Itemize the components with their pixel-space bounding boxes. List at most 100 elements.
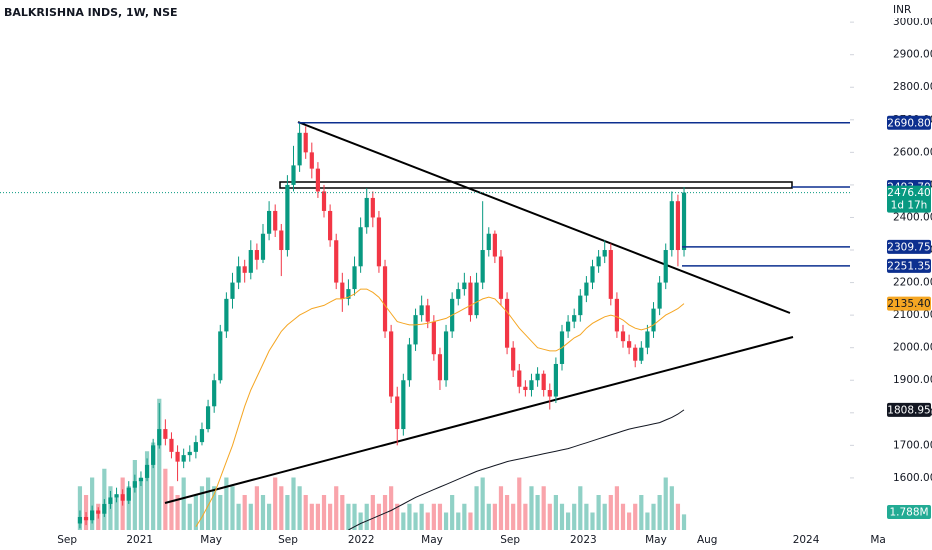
candle-body: [163, 429, 168, 439]
y-tick-label: 2000.00: [893, 342, 932, 354]
ma-label-bg: [887, 296, 931, 311]
volume-bar: [297, 486, 302, 530]
candle-body: [376, 217, 382, 267]
candle-body: [620, 331, 626, 342]
y-tick-label: 2100.00: [893, 309, 932, 321]
candle-body: [663, 250, 668, 283]
volume-bar: [254, 486, 259, 530]
volume-bar: [352, 503, 357, 530]
volume-bar: [407, 503, 412, 530]
volume-bar: [578, 486, 583, 530]
volume-bar: [590, 512, 595, 530]
candle-body: [90, 510, 95, 521]
candle-body: [187, 451, 192, 456]
candle-body: [578, 295, 583, 316]
level-label: 2690.80: [887, 117, 930, 129]
candle-body: [517, 370, 522, 387]
candle-body: [279, 230, 284, 251]
candle-body: [547, 390, 552, 397]
volume-bar: [639, 495, 644, 530]
candle-body: [321, 191, 327, 211]
volume-bar: [608, 495, 613, 530]
volume-bar: [651, 503, 656, 530]
y-tick-label: 1900.00: [893, 374, 932, 386]
volume-bar: [370, 495, 375, 530]
volume-bar: [657, 495, 662, 530]
candle-body: [572, 315, 577, 322]
candle-body: [266, 210, 272, 234]
y-tick-label: 2600.00: [893, 146, 932, 158]
candle-body: [669, 201, 674, 251]
volume-bar: [144, 451, 150, 530]
candle-body: [309, 152, 314, 169]
candle-body: [541, 373, 546, 391]
candle-body: [212, 380, 217, 407]
volume-bar: [669, 486, 674, 530]
candle-body: [511, 347, 516, 371]
volume-bar: [328, 503, 333, 530]
volume-bar: [529, 486, 534, 530]
ma-label-bg: [887, 402, 931, 417]
volume-bar: [157, 398, 162, 530]
candle-body: [425, 305, 430, 322]
volume-bar: [401, 512, 406, 530]
candle-body: [151, 445, 156, 465]
volume-bar: [395, 503, 400, 530]
candle-body: [602, 250, 607, 257]
candle-body: [260, 233, 266, 260]
level-label-bg: [887, 258, 931, 273]
candle-body: [565, 321, 571, 332]
y-tick-label: 1600.00: [893, 472, 932, 484]
volume-bar: [230, 486, 235, 530]
candle-body: [413, 315, 418, 345]
candle-body: [334, 240, 339, 283]
y-tick-label: 2400.00: [893, 211, 932, 223]
candle-body: [218, 331, 223, 381]
volume-bar: [474, 486, 479, 530]
volume-bar: [248, 503, 253, 530]
volume-bar: [627, 512, 632, 530]
trendline: [164, 336, 794, 504]
chart-title: BALKRISHNA INDS, 1W, NSE: [4, 6, 178, 19]
x-tick-label: 2024: [793, 534, 820, 546]
candle-body: [303, 132, 308, 153]
volume-bar: [492, 503, 497, 530]
volume-bar: [596, 495, 601, 530]
volume-bar: [572, 503, 577, 530]
volume-label-bg: [887, 505, 931, 519]
candle-body: [169, 438, 174, 452]
candle-body: [126, 487, 131, 501]
volume-bar: [205, 477, 211, 530]
volume-bar: [163, 468, 168, 530]
trendline: [297, 121, 791, 314]
volume-bar: [511, 503, 516, 530]
volume-bar: [169, 486, 174, 530]
candle-body: [645, 331, 650, 348]
candle-body: [205, 406, 211, 430]
candle-body: [83, 516, 89, 521]
candle-body: [285, 184, 290, 251]
candle-body: [236, 266, 241, 283]
candle-body: [584, 282, 589, 296]
candle-body: [401, 380, 406, 430]
candle-body: [157, 429, 162, 446]
last-price-bg: [887, 185, 931, 213]
volume-bar: [425, 512, 430, 530]
volume-bar: [565, 512, 571, 530]
candle-body: [468, 282, 473, 316]
candle-body: [419, 305, 424, 316]
volume-bar: [413, 512, 418, 530]
last-price-label: 2476.40: [887, 187, 930, 199]
candle-body: [456, 289, 461, 299]
candle-body: [437, 354, 443, 381]
candle-body: [96, 510, 101, 514]
volume-bar: [291, 477, 296, 530]
candle-body: [77, 516, 83, 524]
volume-bar: [376, 503, 382, 530]
volume-bar: [675, 503, 681, 530]
volume-bar: [431, 503, 436, 530]
x-tick-label: Ma: [870, 534, 886, 546]
candle-body: [633, 347, 638, 361]
level-label: 2251.35: [887, 260, 930, 272]
